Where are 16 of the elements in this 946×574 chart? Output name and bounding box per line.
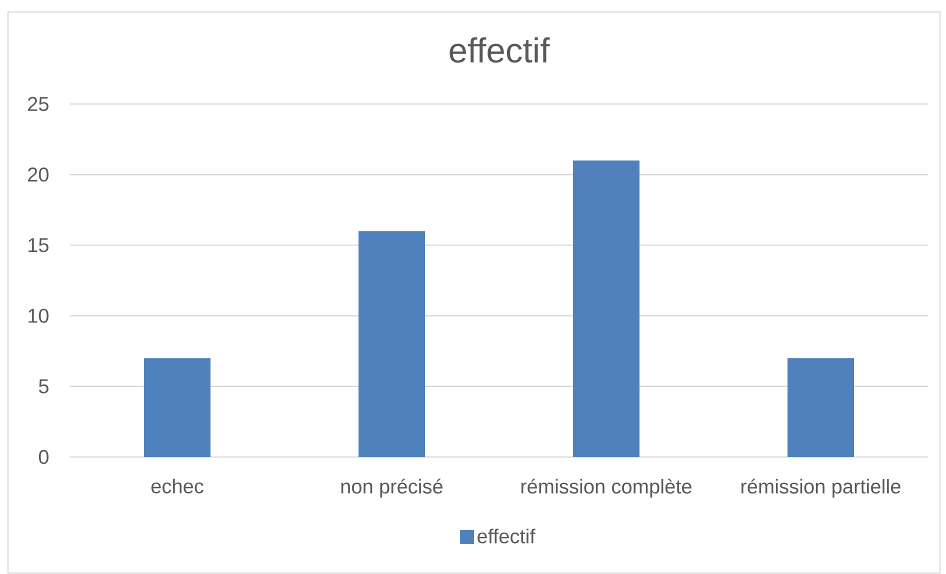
y-tick-label: 20 (28, 168, 48, 182)
x-tick-label: rémission complète (521, 478, 692, 498)
x-tick-label: echec (151, 478, 204, 494)
legend-label: effectif (478, 528, 536, 544)
y-tick-label: 0 (38, 450, 49, 464)
bar (573, 160, 640, 457)
x-tick-label: rémission partielle (741, 478, 900, 498)
y-tick-label: 5 (38, 379, 48, 394)
bar (358, 231, 426, 457)
chart-title: effectif (450, 37, 550, 63)
x-tick-label: non précisé (341, 478, 443, 498)
bar (144, 358, 211, 457)
y-tick-label: 25 (28, 96, 48, 112)
y-tick-label: 15 (28, 238, 48, 252)
bar (788, 358, 854, 457)
y-tick-label: 10 (28, 308, 48, 323)
